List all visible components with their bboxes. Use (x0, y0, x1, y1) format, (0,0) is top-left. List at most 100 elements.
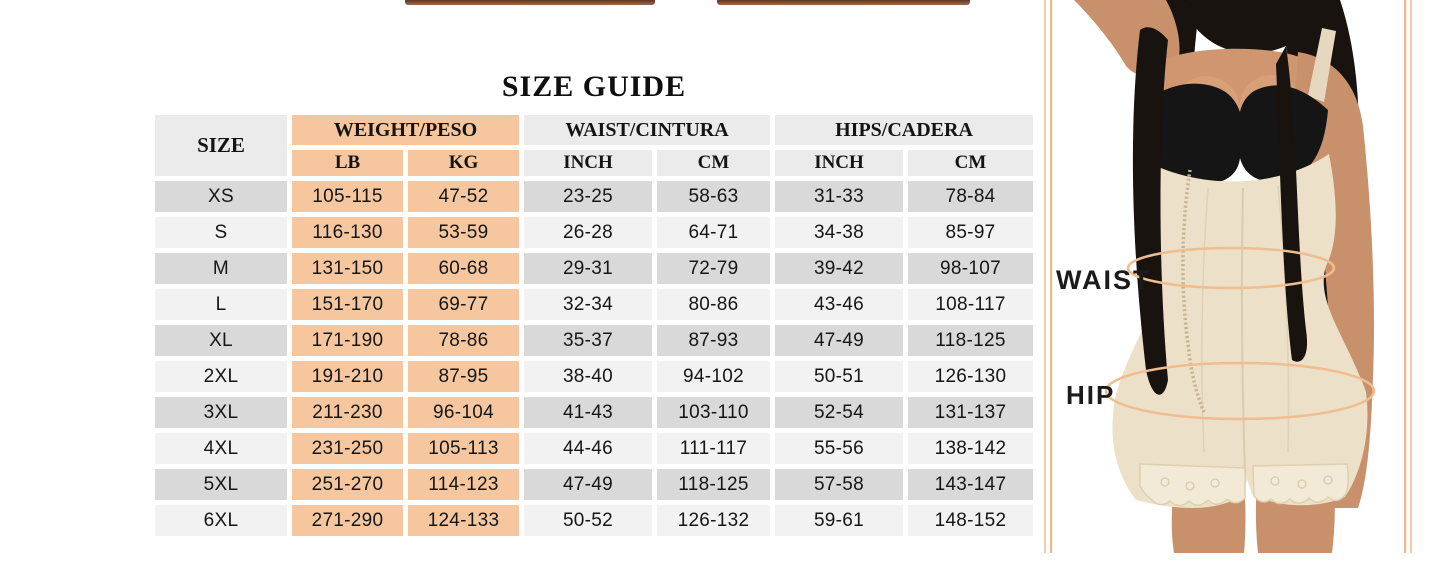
table-cell: 211-230 (292, 397, 403, 428)
table-row: L 151-170 69-77 32-34 80-86 43-46 108-11… (155, 289, 1034, 320)
waist-measure-line (1126, 246, 1336, 290)
table-cell: 78-86 (408, 325, 519, 356)
page-title: SIZE GUIDE (501, 70, 687, 103)
table-cell: 43-46 (775, 289, 903, 320)
table-cell: 143-147 (908, 469, 1034, 500)
table-cell: 85-97 (908, 217, 1034, 248)
table-cell: 35-37 (524, 325, 652, 356)
table-cell: 58-63 (657, 181, 770, 212)
table-cell: 38-40 (524, 361, 652, 392)
table-cell: 118-125 (657, 469, 770, 500)
size-cell: M (155, 253, 287, 284)
table-cell: 23-25 (524, 181, 652, 212)
size-cell: S (155, 217, 287, 248)
table-cell: 69-77 (408, 289, 519, 320)
model-figure (1074, 0, 1374, 553)
table-cell: 118-125 (908, 325, 1034, 356)
table-cell: 96-104 (408, 397, 519, 428)
table-cell: 126-130 (908, 361, 1034, 392)
col-group-hips: HIPS/CADERA (775, 115, 1034, 145)
size-cell: 2XL (155, 361, 287, 392)
table-cell: 114-123 (408, 469, 519, 500)
table-cell: 131-150 (292, 253, 403, 284)
table-row: M 131-150 60-68 29-31 72-79 39-42 98-107 (155, 253, 1034, 284)
table-cell: 138-142 (908, 433, 1034, 464)
col-header-kg: KG (408, 150, 519, 176)
table-cell: 87-93 (657, 325, 770, 356)
table-cell: 98-107 (908, 253, 1034, 284)
table-cell: 47-49 (524, 469, 652, 500)
zipper (1181, 169, 1206, 413)
table-cell: 34-38 (775, 217, 903, 248)
table-cell: 64-71 (657, 217, 770, 248)
table-row: 3XL 211-230 96-104 41-43 103-110 52-54 1… (155, 397, 1034, 428)
table-cell: 126-132 (657, 505, 770, 536)
table-cell: 271-290 (292, 505, 403, 536)
table-cell: 191-210 (292, 361, 403, 392)
col-header-size: SIZE (155, 115, 287, 176)
table-cell: 251-270 (292, 469, 403, 500)
size-guide-table: SIZE WEIGHT/PESO WAIST/CINTURA HIPS/CADE… (150, 110, 1038, 541)
table-cell: 151-170 (292, 289, 403, 320)
table-row: 2XL 191-210 87-95 38-40 94-102 50-51 126… (155, 361, 1034, 392)
table-row: 6XL 271-290 124-133 50-52 126-132 59-61 … (155, 505, 1034, 536)
table-cell: 44-46 (524, 433, 652, 464)
table-cell: 47-49 (775, 325, 903, 356)
table-cell: 148-152 (908, 505, 1034, 536)
col-header-hips-cm: CM (908, 150, 1034, 176)
table-cell: 53-59 (408, 217, 519, 248)
table-cell: 57-58 (775, 469, 903, 500)
table-row: S 116-130 53-59 26-28 64-71 34-38 85-97 (155, 217, 1034, 248)
table-cell: 87-95 (408, 361, 519, 392)
size-cell: 3XL (155, 397, 287, 428)
table-cell: 108-117 (908, 289, 1034, 320)
waist-label: WAIST (1056, 265, 1152, 295)
size-cell: 5XL (155, 469, 287, 500)
cropped-banner-fragment-right (717, 0, 970, 5)
table-cell: 55-56 (775, 433, 903, 464)
size-cell: 6XL (155, 505, 287, 536)
table-cell: 124-133 (408, 505, 519, 536)
product-photo: WAIST HIP (1040, 0, 1445, 582)
size-guide-section: SIZE GUIDE SIZE WEIGHT/PESO WAIST/CINTUR… (150, 70, 1038, 541)
photo-frame-lines (1044, 0, 1412, 553)
table-cell: 231-250 (292, 433, 403, 464)
hip-measure-line (1104, 361, 1376, 421)
table-cell: 60-68 (408, 253, 519, 284)
table-cell: 116-130 (292, 217, 403, 248)
col-group-waist: WAIST/CINTURA (524, 115, 770, 145)
hip-label: HIP (1066, 380, 1115, 410)
col-header-lb: LB (292, 150, 403, 176)
header-sub-row: LB KG INCH CM INCH CM (155, 150, 1034, 176)
table-cell: 72-79 (657, 253, 770, 284)
size-cell: XS (155, 181, 287, 212)
table-cell: 78-84 (908, 181, 1034, 212)
table-cell: 105-115 (292, 181, 403, 212)
col-header-waist-cm: CM (657, 150, 770, 176)
table-cell: 31-33 (775, 181, 903, 212)
size-cell: L (155, 289, 287, 320)
table-cell: 50-52 (524, 505, 652, 536)
table-row: XS 105-115 47-52 23-25 58-63 31-33 78-84 (155, 181, 1034, 212)
col-header-waist-inch: INCH (524, 150, 652, 176)
size-cell: 4XL (155, 433, 287, 464)
size-cell: XL (155, 325, 287, 356)
col-header-hips-inch: INCH (775, 150, 903, 176)
header-group-row: SIZE WEIGHT/PESO WAIST/CINTURA HIPS/CADE… (155, 115, 1034, 176)
table-cell: 171-190 (292, 325, 403, 356)
table-cell: 103-110 (657, 397, 770, 428)
table-cell: 94-102 (657, 361, 770, 392)
table-row: XL 171-190 78-86 35-37 87-93 47-49 118-1… (155, 325, 1034, 356)
table-cell: 50-51 (775, 361, 903, 392)
table-cell: 111-117 (657, 433, 770, 464)
table-cell: 47-52 (408, 181, 519, 212)
table-cell: 32-34 (524, 289, 652, 320)
table-cell: 26-28 (524, 217, 652, 248)
table-cell: 29-31 (524, 253, 652, 284)
table-cell: 59-61 (775, 505, 903, 536)
table-cell: 131-137 (908, 397, 1034, 428)
table-cell: 39-42 (775, 253, 903, 284)
table-row: 4XL 231-250 105-113 44-46 111-117 55-56 … (155, 433, 1034, 464)
col-group-weight: WEIGHT/PESO (292, 115, 519, 145)
